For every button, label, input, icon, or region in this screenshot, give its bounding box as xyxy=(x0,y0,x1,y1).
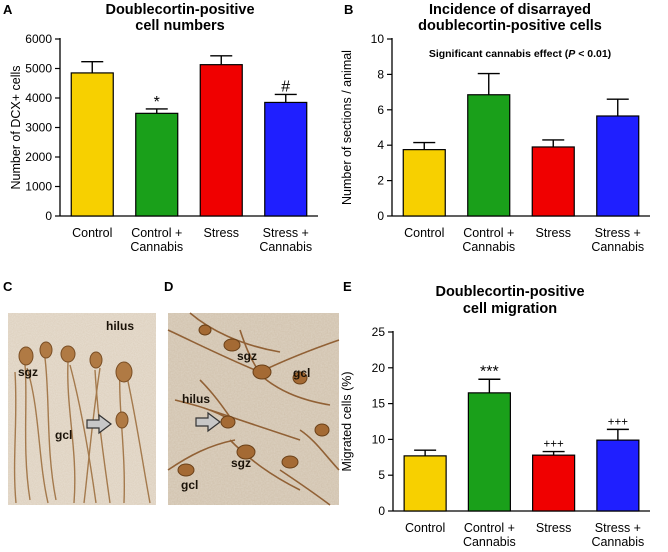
panel-a-title-line: cell numbers xyxy=(135,18,224,34)
micrograph-c-label-sgz: sgz xyxy=(18,365,38,379)
panel-b-bar xyxy=(596,115,640,217)
panel-e-y-tick-label: 20 xyxy=(372,361,386,375)
panel-a-y-tick-label: 2000 xyxy=(25,150,52,164)
micrograph-d-label-sgz-bottom: sgz xyxy=(231,456,251,470)
panel-a-category-label: Cannabis xyxy=(259,240,312,254)
panel-b-category-label: Control xyxy=(404,226,444,240)
panel-a-bar xyxy=(199,64,243,217)
panel-e-y-tick-label: 0 xyxy=(378,504,385,518)
panel-b-bar xyxy=(402,149,446,217)
panel-letter-b: B xyxy=(344,2,353,17)
panel-e-category-label: Stress xyxy=(536,521,571,535)
panel-a-significance-label: # xyxy=(281,78,290,95)
panel-b-y-tick-label: 2 xyxy=(377,174,384,188)
panel-b-y-axis-label: Number of sections / animal xyxy=(340,50,354,205)
panel-e-category-label: Control xyxy=(405,521,445,535)
migration-arrow-icon xyxy=(86,413,112,435)
panel-a-y-axis-label: Number of DCX+ cells xyxy=(9,66,23,190)
micrograph-d-cells xyxy=(177,324,330,477)
panel-b-category-label: Control + xyxy=(463,226,514,240)
panel-b-bar xyxy=(467,94,511,217)
panel-e-category-label: Control + xyxy=(464,521,515,535)
panel-e-y-tick-label: 10 xyxy=(372,432,386,446)
panel-b-category-label: Cannabis xyxy=(462,240,515,254)
micrograph-d-label-gcl-top: gcl xyxy=(293,366,310,380)
micrograph-d-label-gcl-bottom: gcl xyxy=(181,478,198,492)
panel-e-y-tick-label: 15 xyxy=(372,397,386,411)
panel-b-category-label: Stress + xyxy=(595,226,641,240)
panel-e-significance-label: *** xyxy=(480,363,499,380)
panel-a-bar xyxy=(70,72,114,217)
panel-a-category-label: Control xyxy=(72,226,112,240)
panel-e-y-axis-label: Migrated cells (%) xyxy=(340,371,354,471)
panel-e-category-label: Cannabis xyxy=(591,535,644,547)
panel-b-y-tick-label: 4 xyxy=(377,138,384,152)
panel-e-bar xyxy=(467,392,511,512)
panel-letter-d: D xyxy=(164,279,173,294)
panel-e-bar xyxy=(532,454,576,512)
panel-b-title-line: Incidence of disarrayed xyxy=(429,2,591,18)
panel-b-y-tick-label: 8 xyxy=(377,67,384,81)
panel-e-significance-label: +++ xyxy=(608,416,628,428)
micrograph-d-label-hilus: hilus xyxy=(182,392,210,406)
panel-letter-a: A xyxy=(3,2,13,17)
panel-b-category-label: Stress xyxy=(536,226,571,240)
panel-b-category-label: Cannabis xyxy=(591,240,644,254)
panel-a-y-tick-label: 4000 xyxy=(25,91,52,105)
micrograph-d-label-sgz-top: sgz xyxy=(237,349,257,363)
panel-b-title-line: doublecortin-positive cells xyxy=(418,18,602,34)
panel-e-significance-label: +++ xyxy=(544,439,564,451)
panel-a-category-label: Stress + xyxy=(263,226,309,240)
panel-a-significance-label: * xyxy=(154,94,160,111)
panel-b-y-tick-label: 0 xyxy=(377,209,384,223)
micrograph-c-texture xyxy=(8,313,156,505)
panel-b-y-tick-label: 10 xyxy=(371,32,385,46)
micrograph-d: sgz gcl hilus sgz gcl xyxy=(167,312,340,506)
panel-e-bar xyxy=(596,439,640,512)
panel-letter-c: C xyxy=(3,279,13,294)
panel-a-title-line: Doublecortin-positive xyxy=(105,2,254,18)
panel-a-y-tick-label: 3000 xyxy=(25,121,52,135)
panel-letter-e: E xyxy=(343,279,352,294)
micrograph-d-texture xyxy=(168,313,339,505)
micrograph-c-label-gcl: gcl xyxy=(55,428,72,442)
panel-e-category-label: Stress + xyxy=(595,521,641,535)
panel-a-category-label: Control + xyxy=(131,226,182,240)
panel-b-bar xyxy=(531,146,575,217)
panel-a-bar xyxy=(135,112,179,217)
panel-a-y-tick-label: 1000 xyxy=(25,180,52,194)
panel-e-category-label: Cannabis xyxy=(463,535,516,547)
panel-e-title-line: cell migration xyxy=(463,301,557,317)
migration-arrow-icon xyxy=(195,411,221,433)
panel-a-category-label: Cannabis xyxy=(130,240,183,254)
panel-b-note: Significant cannabis effect (P < 0.01) xyxy=(429,48,611,60)
panel-a-y-tick-label: 0 xyxy=(45,209,52,223)
panel-e-title-line: Doublecortin-positive xyxy=(435,284,584,300)
micrograph-c-cells xyxy=(18,341,133,429)
panel-a-category-label: Stress xyxy=(204,226,239,240)
panel-a-bar xyxy=(264,101,308,217)
panel-a-y-tick-label: 6000 xyxy=(25,32,52,46)
micrograph-c-label-hilus: hilus xyxy=(106,319,134,333)
panel-b-y-tick-label: 6 xyxy=(377,103,384,117)
panel-e-y-tick-label: 5 xyxy=(378,468,385,482)
panel-e-y-tick-label: 25 xyxy=(372,325,386,339)
panel-a-y-tick-label: 5000 xyxy=(25,62,52,76)
panel-e-bar xyxy=(403,455,447,512)
chart-disarrayed-cells: Incidence of disarrayeddoublecortin-posi… xyxy=(340,2,650,254)
micrograph-c: hilus sgz gcl xyxy=(8,313,156,505)
